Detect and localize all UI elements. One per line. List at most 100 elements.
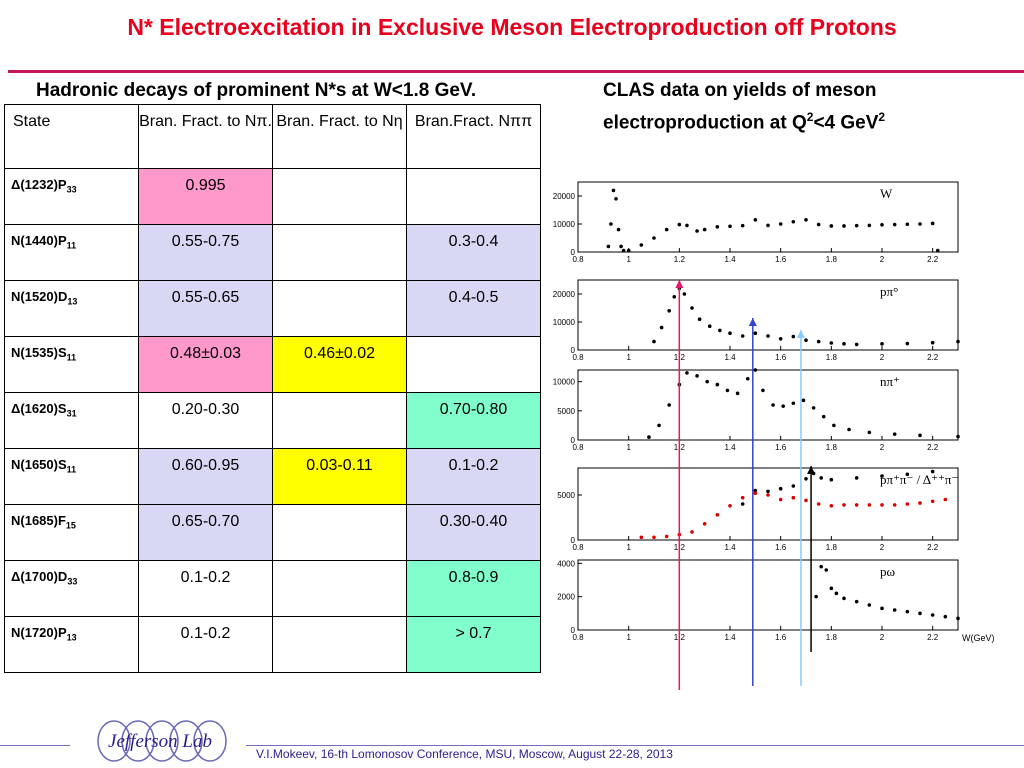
table-row: N(1520)D13 0.55-0.65 0.4-0.5 bbox=[4, 280, 541, 337]
data-point bbox=[867, 603, 872, 607]
data-point bbox=[778, 497, 783, 502]
data-point bbox=[664, 534, 669, 539]
state-subscript: 33 bbox=[66, 184, 77, 195]
npipi-cell: 0.70-0.80 bbox=[406, 392, 541, 449]
data-point bbox=[956, 616, 960, 621]
npipi-cell: 0.1-0.2 bbox=[406, 448, 541, 505]
data-point bbox=[621, 248, 626, 253]
data-point bbox=[867, 503, 872, 507]
neta-cell: 0.03-0.11 bbox=[272, 448, 407, 505]
data-point bbox=[867, 223, 872, 228]
data-point bbox=[766, 223, 770, 228]
plot-frame bbox=[577, 279, 959, 351]
panel-label: nπ⁺ bbox=[880, 374, 900, 389]
npipi-cell: 0.4-0.5 bbox=[406, 280, 541, 337]
state-cell: Δ(1620)S31 bbox=[4, 392, 139, 449]
npipi-cell: 0.8-0.9 bbox=[406, 560, 541, 617]
data-point bbox=[854, 223, 859, 228]
data-point bbox=[697, 317, 702, 322]
panel-label: pπ⁺π⁻ / Δ⁺⁺π⁻ bbox=[880, 472, 958, 487]
data-point bbox=[816, 502, 821, 506]
slide-title: N* Electroexcitation in Exclusive Meson … bbox=[127, 14, 897, 40]
state-subscript: 33 bbox=[67, 576, 78, 587]
state-subscript: 15 bbox=[65, 520, 76, 531]
data-point bbox=[842, 224, 846, 228]
data-point bbox=[892, 503, 897, 507]
data-point bbox=[842, 503, 846, 507]
data-point bbox=[715, 382, 720, 387]
x-tick-label: 0.8 bbox=[572, 443, 584, 452]
data-point bbox=[930, 613, 935, 617]
data-point bbox=[609, 222, 613, 226]
data-point bbox=[829, 341, 834, 345]
data-point bbox=[842, 596, 846, 601]
plot-frame bbox=[577, 181, 959, 253]
y-tick-label: 5000 bbox=[557, 491, 575, 500]
data-point bbox=[829, 504, 834, 508]
data-point bbox=[659, 325, 664, 330]
svg-text:Jefferson Lab: Jefferson Lab bbox=[108, 731, 212, 752]
x-tick-label: 1 bbox=[626, 543, 631, 552]
plot-frame bbox=[577, 559, 959, 631]
table-row: Δ(1620)S31 0.20-0.30 0.70-0.80 bbox=[4, 392, 541, 449]
data-point bbox=[854, 599, 859, 604]
data-point bbox=[707, 324, 712, 329]
npipi-cell bbox=[406, 168, 541, 225]
x-tick-label: 2 bbox=[880, 353, 885, 362]
table-row: Δ(1232)P33 0.995 bbox=[4, 168, 541, 225]
data-point bbox=[905, 502, 910, 506]
state-cell: Δ(1232)P33 bbox=[4, 168, 139, 225]
state-name: Δ(1232)P bbox=[11, 177, 67, 192]
x-tick-label: 2.2 bbox=[927, 443, 939, 452]
data-point bbox=[682, 292, 687, 296]
table-row: N(1440)P11 0.55-0.75 0.3-0.4 bbox=[4, 224, 541, 281]
neta-cell bbox=[272, 392, 407, 449]
state-subscript: 11 bbox=[66, 464, 77, 475]
data-point bbox=[702, 522, 707, 526]
data-point bbox=[930, 340, 935, 345]
data-point bbox=[778, 222, 783, 226]
data-point bbox=[791, 401, 796, 406]
x-axis-label: W(GeV) bbox=[962, 633, 995, 643]
data-point bbox=[705, 379, 709, 384]
data-point bbox=[834, 591, 839, 596]
data-point bbox=[918, 611, 922, 616]
data-point bbox=[725, 388, 730, 393]
data-point bbox=[943, 497, 948, 502]
state-name: Δ(1700)D bbox=[11, 569, 68, 584]
x-tick-label: 0.8 bbox=[572, 633, 584, 642]
neta-cell: 0.46±0.02 bbox=[272, 336, 407, 393]
data-point bbox=[854, 476, 859, 480]
data-point bbox=[791, 334, 796, 339]
data-point bbox=[745, 376, 750, 381]
table-row: N(1535)S11 0.48±0.03 0.46±0.02 bbox=[4, 336, 541, 393]
x-tick-label: 1 bbox=[626, 353, 631, 362]
y-tick-label: 10000 bbox=[553, 378, 576, 387]
panel-label: pω bbox=[880, 564, 896, 579]
data-point bbox=[956, 434, 960, 439]
data-point bbox=[647, 435, 651, 439]
data-point bbox=[791, 219, 796, 224]
x-tick-label: 1.4 bbox=[724, 543, 736, 552]
x-tick-label: 2.2 bbox=[927, 255, 939, 264]
header-npipi: Bran.Fract. Nππ bbox=[406, 104, 541, 169]
npi-cell: 0.55-0.75 bbox=[138, 224, 273, 281]
data-point bbox=[905, 222, 910, 227]
table-row: N(1650)S11 0.60-0.95 0.03-0.11 0.1-0.2 bbox=[4, 448, 541, 505]
x-tick-label: 1.6 bbox=[775, 255, 787, 264]
state-subscript: 11 bbox=[66, 240, 77, 251]
x-tick-label: 2 bbox=[880, 543, 885, 552]
state-name: N(1520)D bbox=[11, 289, 68, 304]
state-subscript: 13 bbox=[67, 296, 78, 307]
state-cell: N(1685)F15 bbox=[4, 504, 139, 561]
jefferson-lab-logo: Jefferson Lab bbox=[97, 720, 227, 762]
data-point bbox=[905, 341, 910, 346]
y-tick-label: 4000 bbox=[557, 559, 575, 568]
x-tick-label: 1.4 bbox=[724, 633, 736, 642]
state-name: N(1720)P bbox=[11, 625, 67, 640]
npi-cell: 0.48±0.03 bbox=[138, 336, 273, 393]
table-body: Δ(1232)P33 0.995 N(1440)P11 0.55-0.75 0.3-0.… bbox=[4, 168, 541, 673]
plots-heading: CLAS data on yields of meson electroprod… bbox=[603, 78, 885, 136]
data-point bbox=[735, 391, 740, 396]
data-point bbox=[672, 295, 677, 299]
